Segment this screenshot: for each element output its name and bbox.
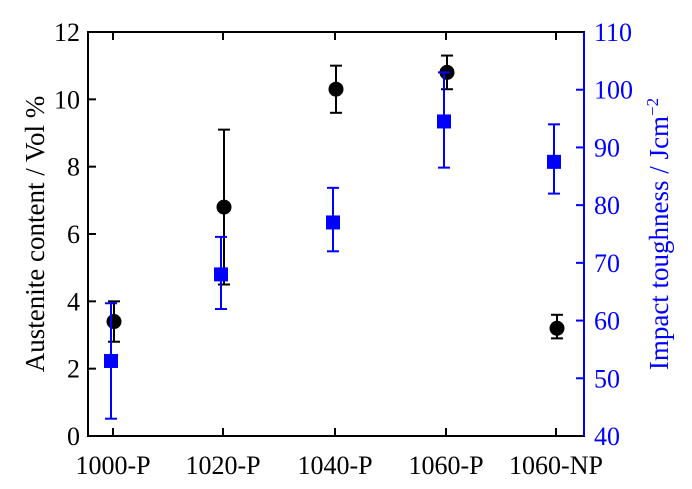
austenite-point — [106, 314, 122, 330]
x-tick-label: 1020-P — [185, 451, 260, 480]
impact-point — [104, 353, 118, 368]
right-axis-title-main: Impact toughness / Jcm — [644, 116, 674, 370]
impact-point — [437, 114, 451, 129]
left-axis-ticks: 0 2 4 6 8 10 12 — [54, 18, 96, 451]
impact-point — [547, 154, 561, 169]
impact-toughness-series — [104, 71, 561, 420]
right-tick-label: 40 — [594, 422, 620, 451]
impact-point — [326, 215, 340, 230]
left-tick-label: 0 — [67, 422, 80, 451]
right-axis-ticks: 40 50 60 70 80 90 100 110 — [576, 18, 633, 451]
right-tick-label: 100 — [594, 76, 633, 105]
left-tick-label: 4 — [67, 287, 80, 316]
right-tick-label: 90 — [594, 133, 620, 162]
x-tick-label: 1040-P — [297, 451, 372, 480]
left-axis-title: Austenite content / Vol % — [20, 96, 50, 372]
right-tick-label: 60 — [594, 307, 620, 336]
left-tick-label: 6 — [67, 220, 80, 249]
austenite-point — [328, 81, 344, 97]
austenite-series — [106, 54, 565, 343]
right-axis-title: Impact toughness / Jcm−2 — [643, 98, 674, 370]
right-tick-label: 110 — [594, 18, 632, 47]
right-tick-label: 80 — [594, 191, 620, 220]
x-tick-label: 1060-P — [408, 451, 483, 480]
left-tick-label: 8 — [67, 153, 80, 182]
right-axis-title-superscript: −2 — [643, 98, 662, 116]
x-tick-label: 1060-NP — [509, 451, 603, 480]
austenite-point — [549, 320, 565, 336]
left-tick-label: 2 — [67, 355, 80, 384]
left-tick-label: 10 — [54, 85, 80, 114]
right-tick-label: 50 — [594, 364, 620, 393]
impact-point — [214, 267, 228, 282]
left-tick-label: 12 — [54, 18, 80, 47]
austenite-point — [216, 199, 232, 215]
x-tick-label: 1000-P — [75, 451, 150, 480]
right-tick-label: 70 — [594, 249, 620, 278]
x-axis-ticks: 1000-P 1020-P 1040-P 1060-P 1060-NP — [75, 32, 603, 480]
